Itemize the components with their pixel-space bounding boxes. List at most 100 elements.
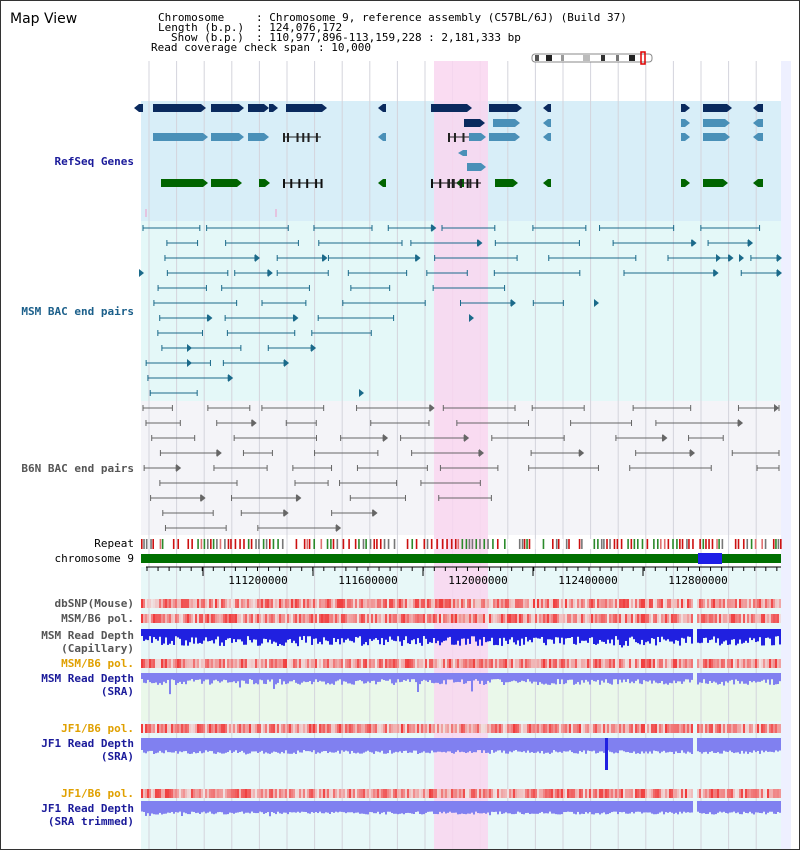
depth-bar xyxy=(413,801,415,815)
depth-bar xyxy=(421,629,423,646)
heat-cell xyxy=(259,599,261,608)
heat-cell xyxy=(479,659,481,668)
heat-cell xyxy=(467,614,469,623)
heat-cell xyxy=(363,789,365,798)
heat-cell xyxy=(707,659,709,668)
heat-cell xyxy=(713,724,715,733)
repeat-element xyxy=(336,539,339,549)
heat-cell xyxy=(717,614,719,623)
repeat-element xyxy=(454,539,457,549)
depth-bar xyxy=(731,629,733,640)
gene-feature xyxy=(211,104,239,112)
track-label-jf1-depth-2[interactable]: JF1 Read Depth xyxy=(41,802,134,815)
track-label-jf1-depth-1[interactable]: JF1 Read Depth xyxy=(41,737,134,750)
depth-bar xyxy=(363,673,365,684)
track-label-repeat[interactable]: Repeat xyxy=(94,537,134,550)
heat-cell xyxy=(573,614,575,623)
depth-bar xyxy=(249,629,251,641)
heat-cell xyxy=(467,789,469,798)
depth-bar xyxy=(153,629,155,638)
heat-cell xyxy=(291,599,293,608)
depth-bar xyxy=(465,629,467,645)
heat-cell xyxy=(577,599,579,608)
heat-cell xyxy=(471,614,473,623)
heat-cell xyxy=(725,599,727,608)
heat-cell xyxy=(589,614,591,623)
heat-cell xyxy=(511,614,513,623)
repeat-element xyxy=(418,539,421,549)
track-label-jf1-b6-pol-1[interactable]: JF1/B6 pol. xyxy=(61,722,134,735)
heat-cell xyxy=(211,789,213,798)
depth-bar xyxy=(737,673,739,681)
gene-exon xyxy=(306,179,309,188)
repeat-element xyxy=(660,539,662,549)
depth-bar xyxy=(763,801,765,812)
heat-cell xyxy=(625,724,627,733)
repeat-element xyxy=(578,539,581,549)
track-label-refseq[interactable]: RefSeq Genes xyxy=(54,155,134,168)
heat-cell xyxy=(377,599,379,608)
track-label-msm-b6-pol-sra[interactable]: MSM/B6 pol. xyxy=(61,657,134,670)
heat-cell xyxy=(239,659,241,668)
heat-cell xyxy=(269,599,271,608)
depth-bar xyxy=(237,673,239,682)
depth-bar xyxy=(519,801,521,813)
repeat-element xyxy=(750,539,753,549)
heat-cell xyxy=(689,724,691,733)
heat-cell xyxy=(733,789,735,798)
depth-bar xyxy=(259,738,261,752)
heat-cell xyxy=(453,659,455,668)
depth-bar xyxy=(599,738,601,752)
heat-cell xyxy=(533,789,535,798)
depth-bar xyxy=(393,738,395,753)
depth-bar xyxy=(223,673,225,680)
heat-cell xyxy=(539,614,541,623)
depth-bar xyxy=(155,629,157,640)
track-label-jf1-b6-pol-2[interactable]: JF1/B6 pol. xyxy=(61,787,134,800)
heat-cell xyxy=(249,659,251,668)
depth-bar xyxy=(181,801,183,817)
depth-bar xyxy=(671,629,673,642)
depth-bar xyxy=(653,673,655,681)
gene-exon xyxy=(431,179,433,188)
heat-cell xyxy=(497,599,499,608)
depth-bar xyxy=(317,673,319,683)
heat-cell xyxy=(739,614,741,623)
heat-cell xyxy=(723,614,725,623)
repeat-element xyxy=(320,539,323,549)
page-title: Map View xyxy=(10,11,78,27)
depth-bar xyxy=(339,673,341,680)
track-label-msm-b6-pol[interactable]: MSM/B6 pol. xyxy=(61,612,134,625)
depth-bar xyxy=(709,738,711,752)
heat-cell xyxy=(421,599,423,608)
depth-bar xyxy=(189,801,191,815)
depth-bar xyxy=(437,738,439,752)
heat-cell xyxy=(673,599,675,608)
heat-cell xyxy=(673,614,675,623)
depth-bar xyxy=(743,738,745,754)
depth-bar xyxy=(729,629,731,645)
track-label-dbsnp[interactable]: dbSNP(Mouse) xyxy=(54,597,134,610)
gene-exon xyxy=(462,133,465,142)
depth-bar xyxy=(353,801,355,814)
depth-bar xyxy=(661,801,663,812)
heat-cell xyxy=(509,614,511,623)
depth-bar xyxy=(405,629,407,637)
depth-bar xyxy=(571,629,573,638)
depth-bar xyxy=(763,738,765,753)
heat-cell xyxy=(263,724,265,733)
track-label-msm-bac[interactable]: MSM BAC end pairs xyxy=(21,305,134,318)
track-label-chromosome[interactable]: chromosome 9 xyxy=(54,552,134,565)
depth-bar xyxy=(319,629,321,642)
heat-cell xyxy=(543,724,545,733)
gene-exon xyxy=(453,133,456,142)
heat-cell xyxy=(773,789,775,798)
track-label-msm-depth-sra[interactable]: MSM Read Depth xyxy=(41,672,134,685)
heat-cell xyxy=(769,724,771,733)
heat-cell xyxy=(245,599,247,608)
heat-cell xyxy=(761,659,763,668)
track-label-b6n-bac[interactable]: B6N BAC end pairs xyxy=(21,462,134,475)
heat-cell xyxy=(291,614,293,623)
track-label-msm-depth-capillary[interactable]: MSM Read Depth xyxy=(41,629,134,642)
